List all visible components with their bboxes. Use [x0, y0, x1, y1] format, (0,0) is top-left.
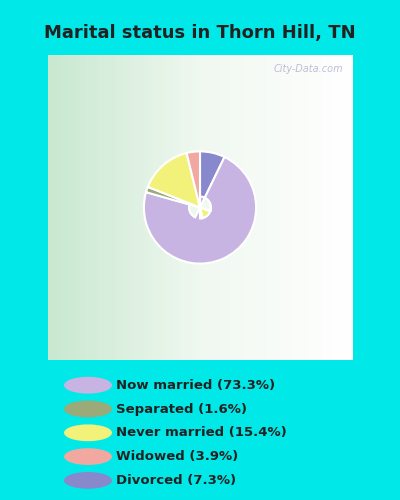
Text: Separated (1.6%): Separated (1.6%): [116, 402, 247, 415]
Wedge shape: [148, 153, 210, 218]
Text: City-Data.com: City-Data.com: [274, 64, 343, 74]
Circle shape: [64, 424, 112, 441]
Text: Now married (73.3%): Now married (73.3%): [116, 378, 275, 392]
Text: Divorced (7.3%): Divorced (7.3%): [116, 474, 236, 487]
Circle shape: [64, 472, 112, 489]
Text: Never married (15.4%): Never married (15.4%): [116, 426, 287, 440]
Wedge shape: [186, 152, 203, 218]
Text: Widowed (3.9%): Widowed (3.9%): [116, 450, 238, 463]
Text: Marital status in Thorn Hill, TN: Marital status in Thorn Hill, TN: [44, 24, 356, 42]
Wedge shape: [146, 187, 210, 212]
Circle shape: [64, 448, 112, 465]
Circle shape: [64, 377, 112, 394]
Wedge shape: [195, 152, 224, 218]
Circle shape: [64, 400, 112, 417]
Wedge shape: [144, 157, 256, 264]
